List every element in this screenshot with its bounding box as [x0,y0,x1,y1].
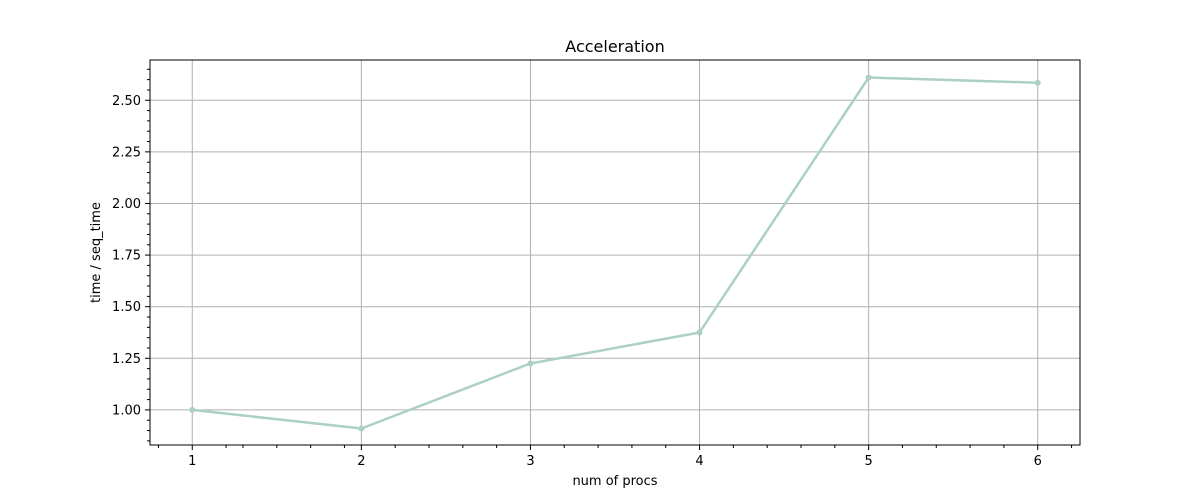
data-point [865,74,872,81]
x-tick-label: 4 [695,454,703,469]
y-axis-title: time / seq_time [89,202,104,303]
x-axis-title: num of procs [572,474,657,489]
data-point [696,329,703,336]
data-point [1034,79,1041,86]
y-tick-label: 1.25 [112,352,141,367]
data-point [527,360,534,367]
y-tick-label: 1.50 [112,300,141,315]
y-tick-label: 2.25 [112,145,141,160]
y-tick-label: 2.50 [112,94,141,109]
data-point [358,425,365,432]
y-tick-label: 2.00 [112,197,141,212]
x-tick-label: 1 [188,454,196,469]
x-tick-label: 6 [1034,454,1042,469]
series-layer [189,74,1041,432]
x-tick-label: 3 [526,454,534,469]
y-tick-label: 1.00 [112,403,141,418]
tick-layer: 1 2 3 4 5 6 1.00 1.25 1.50 1.75 2.00 2.25 2.50 [112,68,1073,469]
data-point [189,406,196,413]
x-tick-label: 2 [357,454,365,469]
series-line [192,76,1038,430]
grid-layer [150,60,1080,445]
x-tick-label: 5 [864,454,872,469]
chart-title: Acceleration [565,37,664,56]
y-tick-label: 1.75 [112,249,141,264]
plot-frame [149,59,1081,446]
